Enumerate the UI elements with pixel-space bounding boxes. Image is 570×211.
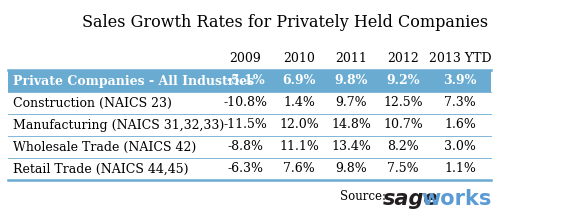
- Text: works: works: [421, 189, 491, 209]
- Text: 11.1%: 11.1%: [279, 141, 319, 153]
- Text: Sales Growth Rates for Privately Held Companies: Sales Growth Rates for Privately Held Co…: [82, 14, 488, 31]
- Text: 7.5%: 7.5%: [387, 162, 419, 176]
- Text: 7.3%: 7.3%: [444, 96, 476, 110]
- Text: 1.1%: 1.1%: [444, 162, 476, 176]
- Text: 9.2%: 9.2%: [386, 74, 420, 88]
- Bar: [8, 70, 491, 92]
- Text: 1.6%: 1.6%: [444, 119, 476, 131]
- Text: -8.8%: -8.8%: [227, 141, 263, 153]
- Text: -5.1%: -5.1%: [226, 74, 265, 88]
- Text: Manufacturing (NAICS 31,32,33): Manufacturing (NAICS 31,32,33): [13, 119, 224, 131]
- Text: 12.5%: 12.5%: [383, 96, 423, 110]
- Text: 2012: 2012: [387, 53, 419, 65]
- Text: 8.2%: 8.2%: [387, 141, 419, 153]
- Text: -6.3%: -6.3%: [227, 162, 263, 176]
- Text: 9.7%: 9.7%: [335, 96, 367, 110]
- Text: 7.6%: 7.6%: [283, 162, 315, 176]
- Text: 2009: 2009: [230, 53, 262, 65]
- Text: Retail Trade (NAICS 44,45): Retail Trade (NAICS 44,45): [13, 162, 189, 176]
- Text: 10.7%: 10.7%: [383, 119, 423, 131]
- Text: -10.8%: -10.8%: [223, 96, 267, 110]
- Text: Source:: Source:: [340, 190, 386, 203]
- Text: 12.0%: 12.0%: [279, 119, 319, 131]
- Text: 13.4%: 13.4%: [331, 141, 371, 153]
- Text: 2013 YTD: 2013 YTD: [429, 53, 491, 65]
- Text: 14.8%: 14.8%: [331, 119, 371, 131]
- Text: 2011: 2011: [335, 53, 367, 65]
- Text: 9.8%: 9.8%: [335, 74, 368, 88]
- Text: 1.4%: 1.4%: [283, 96, 315, 110]
- Text: 3.0%: 3.0%: [444, 141, 476, 153]
- Text: -11.5%: -11.5%: [223, 119, 267, 131]
- Text: Private Companies - All Industries: Private Companies - All Industries: [13, 74, 254, 88]
- Text: 9.8%: 9.8%: [335, 162, 367, 176]
- Text: Wholesale Trade (NAICS 42): Wholesale Trade (NAICS 42): [13, 141, 196, 153]
- Text: Construction (NAICS 23): Construction (NAICS 23): [13, 96, 172, 110]
- Text: 3.9%: 3.9%: [443, 74, 477, 88]
- Text: sage: sage: [383, 189, 439, 209]
- Text: 6.9%: 6.9%: [282, 74, 316, 88]
- Text: 2010: 2010: [283, 53, 315, 65]
